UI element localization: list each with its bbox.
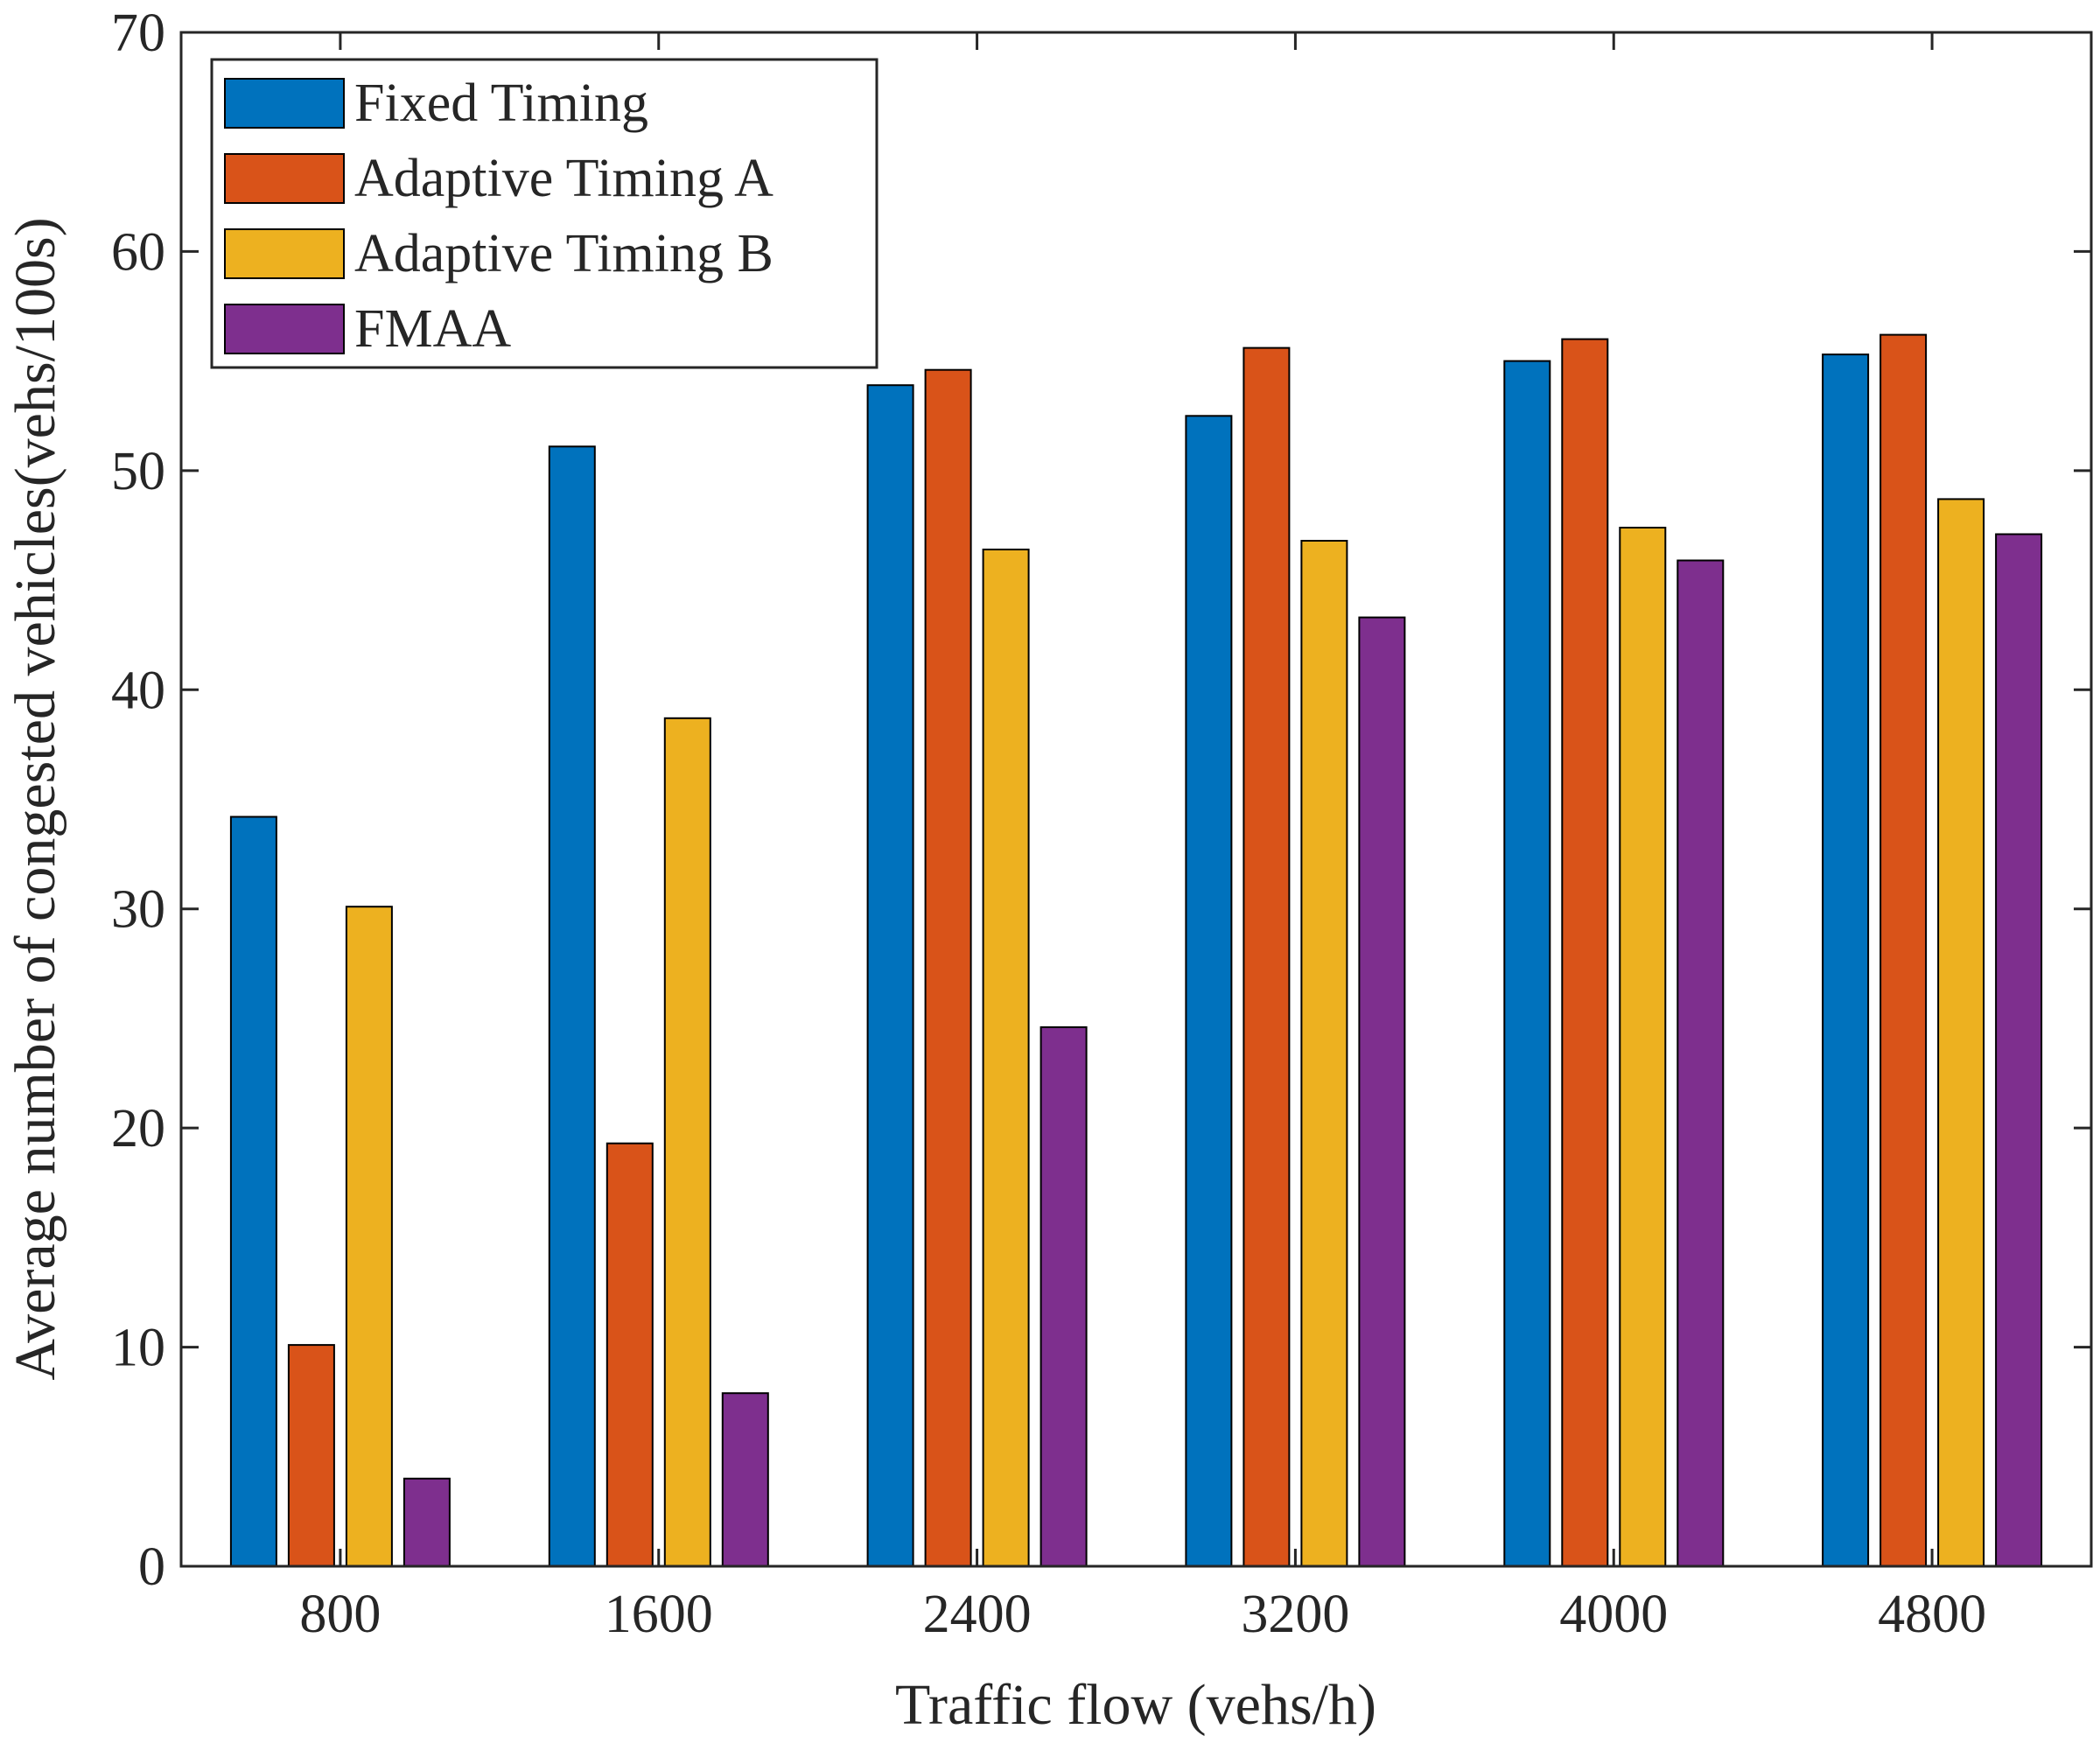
x-tick-label: 4000 [1559, 1585, 1668, 1644]
bar-fixed-timing-800 [229, 816, 277, 1567]
legend-swatch-fmaa [224, 304, 345, 354]
x-axis-title: Traffic flow (vehs/h) [895, 1673, 1376, 1737]
bar-adaptive-timing-b-4800 [1937, 498, 1985, 1567]
y-tick-label: 30 [111, 880, 165, 940]
y-tick-label: 50 [111, 442, 165, 501]
bar-adaptive-timing-a-3200 [1242, 346, 1291, 1568]
bar-adaptive-timing-b-4000 [1619, 527, 1667, 1567]
legend-swatch-fixed-timing [224, 78, 345, 129]
y-tick-label: 60 [111, 222, 165, 282]
bar-fmaa-800 [402, 1477, 451, 1568]
legend: Fixed Timing Adaptive Timing A Adaptive Ti… [210, 58, 878, 369]
y-tick-label: 0 [138, 1537, 165, 1597]
legend-items: Fixed Timing Adaptive Timing A Adaptive Ti… [224, 74, 774, 359]
legend-label-fmaa: FMAA [354, 299, 511, 359]
bar-adaptive-timing-b-2400 [982, 549, 1030, 1567]
bar-adaptive-timing-a-800 [287, 1344, 335, 1567]
y-tick-label: 70 [111, 4, 165, 63]
legend-swatch-adaptive-timing-b [224, 228, 345, 279]
ticks-layer [181, 31, 2091, 1568]
legend-label-adaptive-timing-b: Adaptive Timing B [354, 224, 774, 284]
bar-adaptive-timing-a-1600 [606, 1142, 654, 1567]
bar-adaptive-timing-b-3200 [1300, 540, 1348, 1567]
legend-label-adaptive-timing-a: Adaptive Timing A [354, 149, 774, 208]
bar-fmaa-4000 [1676, 559, 1725, 1567]
legend-swatch-adaptive-timing-a [224, 153, 345, 204]
y-axis-title: Average number of congested vehicles(veh… [4, 217, 67, 1380]
x-tick-label: 1600 [605, 1585, 713, 1644]
bar-fixed-timing-1600 [548, 445, 596, 1567]
x-tick-label: 800 [299, 1585, 381, 1644]
plot-area-frame [179, 31, 2093, 1568]
bar-adaptive-timing-a-4000 [1561, 338, 1609, 1568]
y-tick-label: 10 [111, 1319, 165, 1378]
bar-adaptive-timing-a-2400 [924, 368, 972, 1568]
bar-fmaa-3200 [1358, 616, 1406, 1567]
bar-fixed-timing-4000 [1503, 360, 1551, 1568]
bar-adaptive-timing-a-4800 [1880, 333, 1928, 1568]
labels-layer: 0 10 20 30 40 50 60 70 800 1600 2400 3200 4000 4800 [111, 4, 1986, 1644]
y-tick-label: 20 [111, 1099, 165, 1158]
bar-adaptive-timing-b-800 [345, 906, 393, 1567]
x-tick-label: 3200 [1241, 1585, 1349, 1644]
bar-fixed-timing-4800 [1822, 354, 1870, 1568]
x-tick-label: 2400 [923, 1585, 1032, 1644]
bar-fixed-timing-3200 [1185, 415, 1233, 1568]
x-tick-label: 4800 [1878, 1585, 1986, 1644]
bar-fixed-timing-2400 [866, 384, 914, 1568]
legend-label-fixed-timing: Fixed Timing [354, 74, 648, 133]
bar-fmaa-2400 [1040, 1026, 1088, 1567]
bar-fmaa-1600 [721, 1392, 769, 1567]
bars-layer [229, 333, 2043, 1568]
y-tick-label: 40 [111, 661, 165, 720]
bar-fmaa-4800 [1995, 533, 2043, 1567]
bar-adaptive-timing-b-1600 [663, 717, 711, 1567]
